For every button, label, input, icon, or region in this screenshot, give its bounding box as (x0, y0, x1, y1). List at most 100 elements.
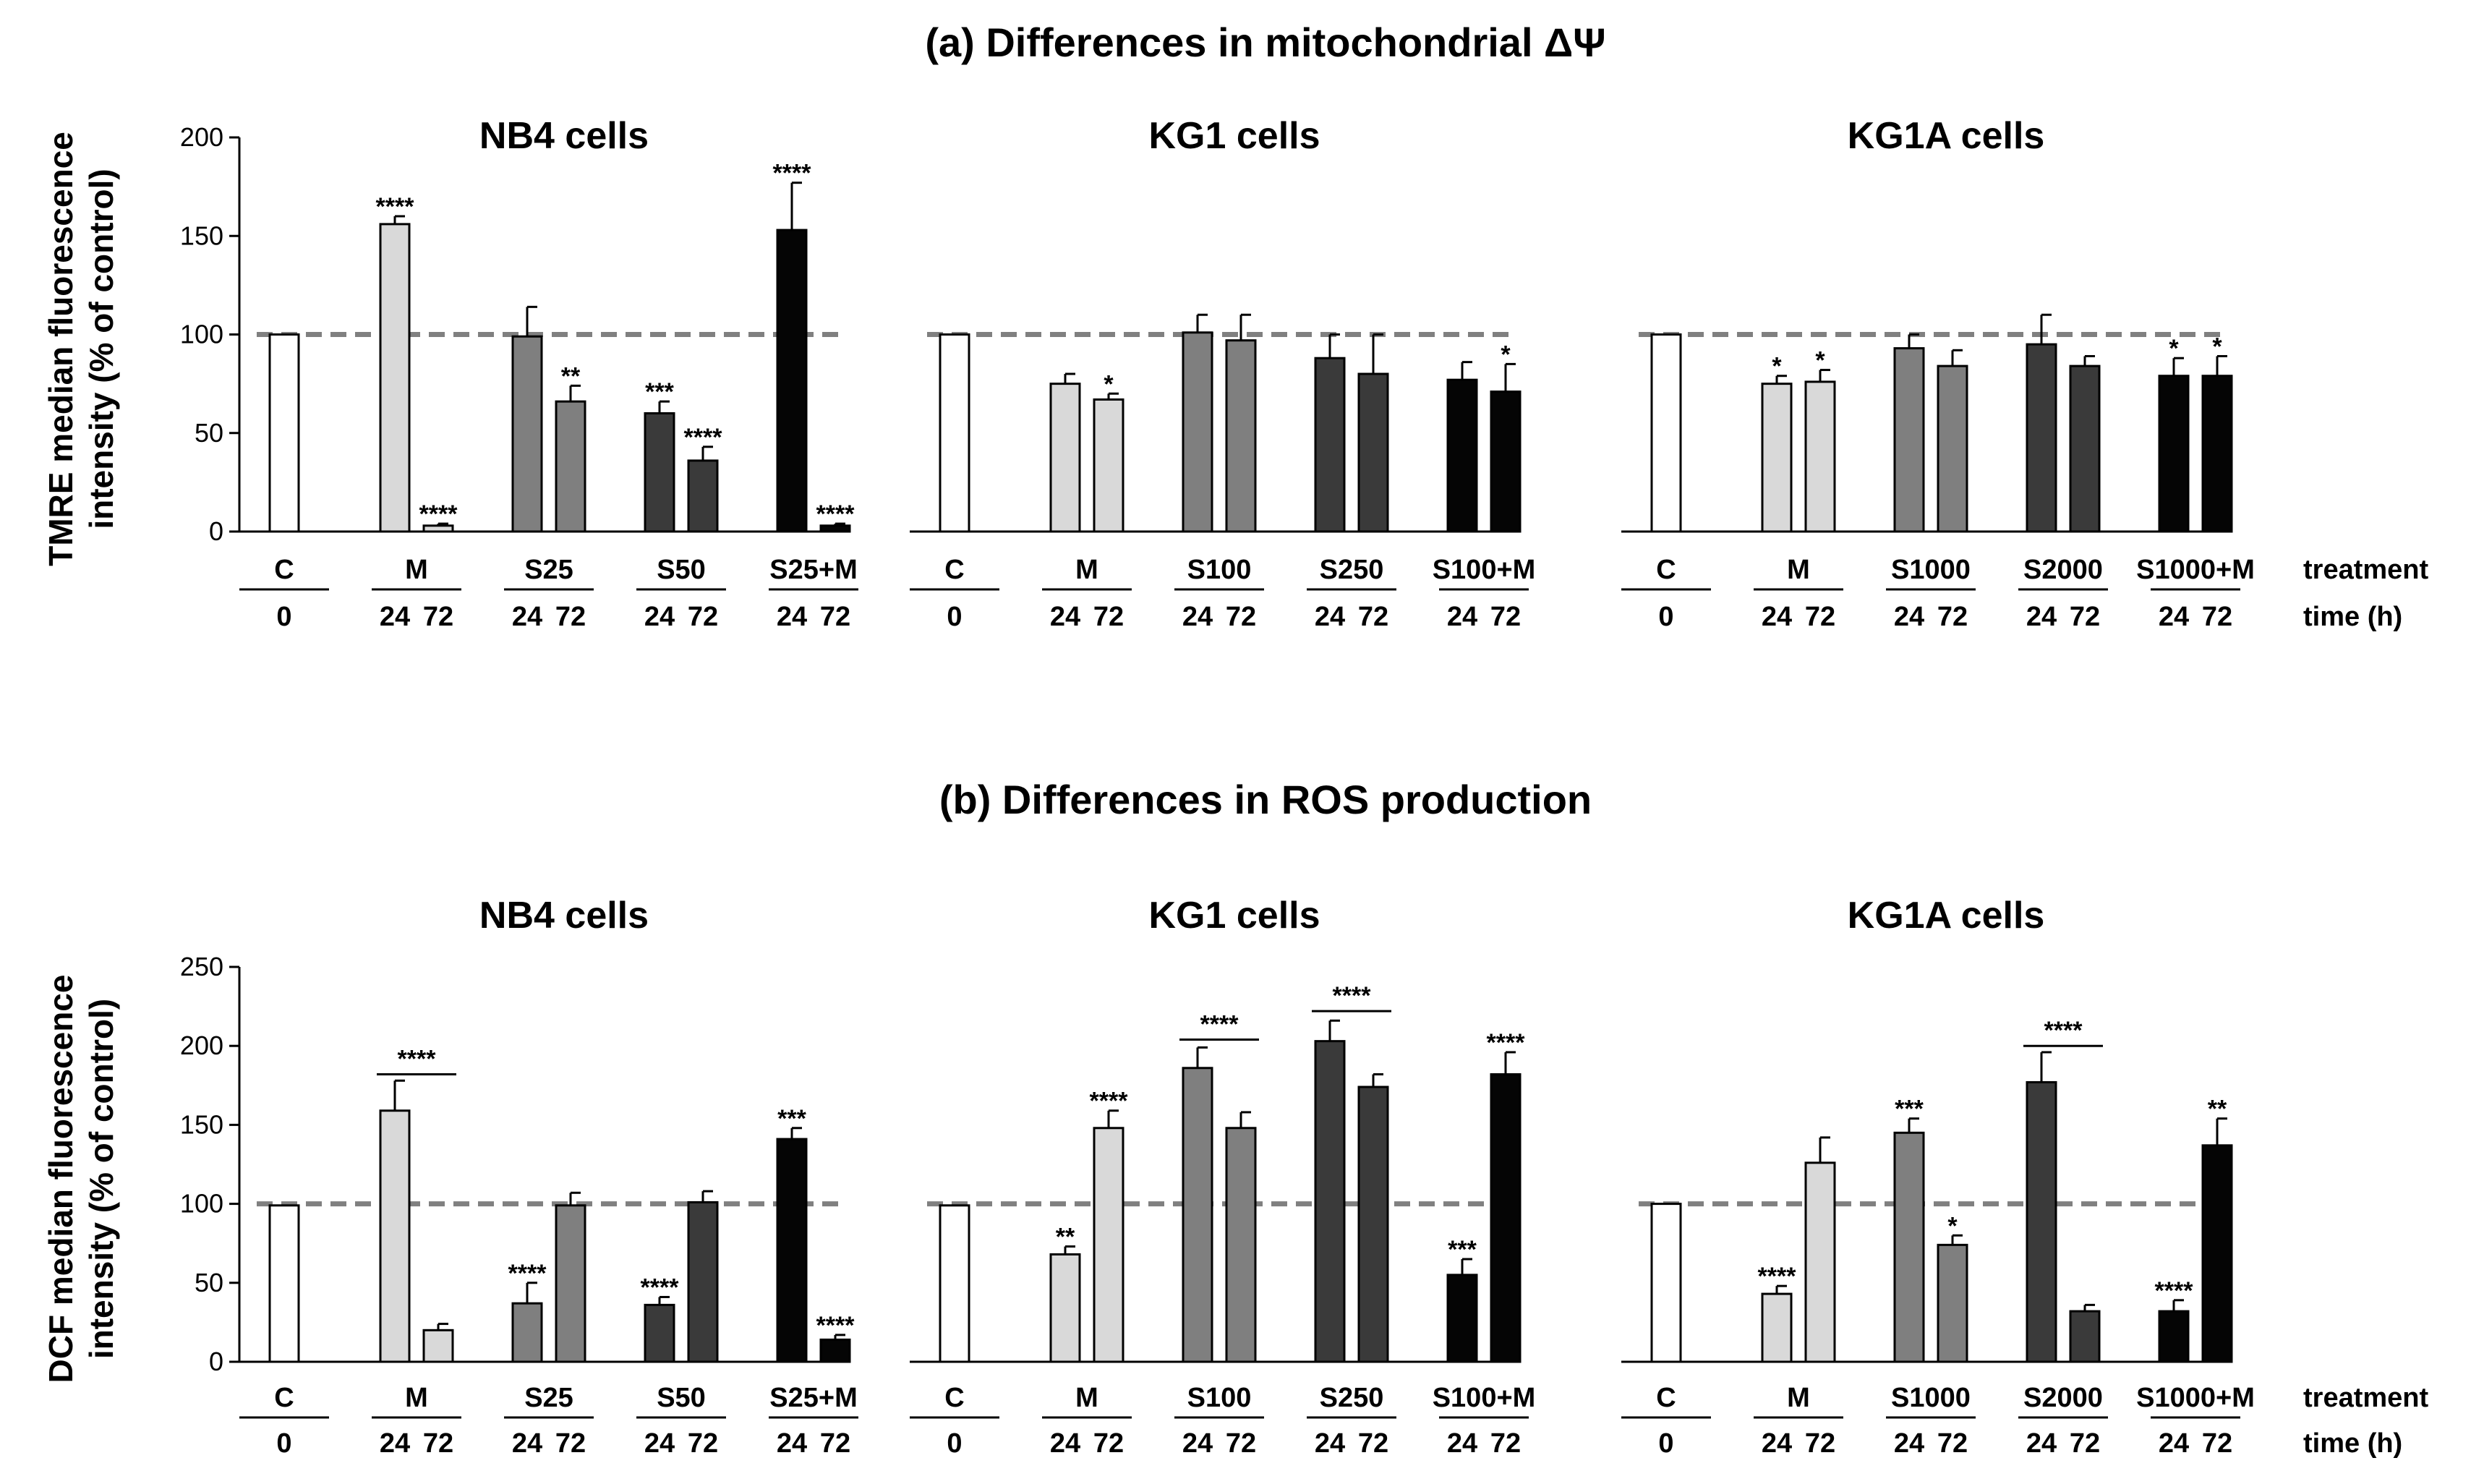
time-label: 72 (2202, 1428, 2232, 1459)
time-label: 24 (2159, 602, 2189, 632)
chart-panel: KG1 cells * * C 0 M 24 72 S100 24 72 S250 24 72 S100+M… (910, 115, 1535, 632)
significance-label: ** (1056, 1224, 1075, 1251)
time-label: 72 (555, 602, 586, 632)
treatment-label: M (1787, 555, 1810, 585)
time-label: 72 (1937, 1428, 1968, 1459)
time-label: 72 (820, 602, 850, 632)
bar (1804, 1161, 1836, 1363)
bar (2069, 364, 2101, 533)
significance-label: **** (641, 1274, 680, 1301)
y-tick-label: 0 (209, 516, 223, 546)
bar (1761, 383, 1793, 533)
y-tick-label: 100 (180, 320, 223, 349)
significance-label: *** (1895, 1096, 1924, 1123)
significance-label: **** (773, 160, 812, 187)
y-tick-label: 150 (180, 221, 223, 250)
significance-label: **** (816, 500, 855, 528)
bar (939, 333, 970, 533)
row-b-treatment-label: treatment (2303, 1383, 2428, 1413)
bar (511, 1302, 543, 1363)
treatment-label: S1000+M (2136, 555, 2255, 585)
charts-layer: NB4 cells 0 50 100 150 200 TMRE median fluores… (42, 115, 2255, 1459)
y-tick-label: 100 (180, 1189, 223, 1219)
significance-label: * (1815, 347, 1825, 375)
time-label: 72 (820, 1428, 850, 1459)
time-label: 24 (777, 1428, 807, 1459)
bar (379, 1109, 411, 1363)
bar (555, 1204, 586, 1363)
chart-panel: KG1A cells * * * * C 0 M 24 72 S1000 24 72 S2000 24 72 S… (1621, 115, 2255, 632)
treatment-label: S1000 (1891, 555, 1971, 585)
significance-label: * (2212, 333, 2222, 360)
time-label: 24 (1315, 602, 1345, 632)
row-a-time-label: time (h) (2303, 602, 2402, 632)
treatment-label: C (1656, 555, 1676, 585)
chart-panel: NB4 cells 0 50 100 150 200 250 DCF median fluor… (42, 895, 858, 1459)
row-a-treatment-label: treatment (2303, 555, 2428, 585)
bar (268, 1204, 300, 1363)
bar (687, 1201, 719, 1363)
bar (422, 1329, 454, 1363)
y-tick-label: 250 (180, 952, 223, 981)
time-label: 72 (1093, 1428, 1124, 1459)
time-label: 72 (1805, 602, 1835, 632)
significance-label: **** (1090, 1088, 1129, 1115)
treatment-label: C (274, 1383, 294, 1413)
time-label: 24 (1447, 602, 1477, 632)
y-tick-label: 200 (180, 1031, 223, 1060)
panel-title: KG1 cells (1148, 115, 1320, 157)
significance-label: **** (2044, 1017, 2083, 1044)
bar (1650, 1203, 1682, 1363)
treatment-label: S100+M (1433, 555, 1536, 585)
time-label: 24 (777, 602, 807, 632)
bar (1357, 1086, 1389, 1363)
treatment-label: M (1787, 1383, 1810, 1413)
significance-label: **** (376, 193, 415, 221)
time-label: 24 (1762, 1428, 1792, 1459)
treatment-label: S2000 (2023, 1383, 2103, 1413)
bar (1490, 391, 1522, 533)
time-label: 24 (644, 602, 675, 632)
time-label: 24 (1050, 602, 1080, 632)
significance-label: * (1947, 1212, 1958, 1240)
time-label: 24 (1762, 602, 1792, 632)
significance-label: ** (2208, 1096, 2227, 1123)
treatment-label: C (1656, 1383, 1676, 1413)
significance-label: * (1501, 341, 1511, 368)
chart-panel: NB4 cells 0 50 100 150 200 TMRE median fluores… (42, 115, 858, 632)
time-label: 24 (1894, 1428, 1924, 1459)
treatment-label: S100 (1187, 555, 1252, 585)
treatment-label: S1000+M (2136, 1383, 2255, 1413)
panel-title: NB4 cells (479, 115, 649, 157)
time-label: 24 (1182, 602, 1213, 632)
bar (1446, 378, 1478, 533)
bar (1182, 1067, 1213, 1363)
time-label: 72 (2070, 1428, 2100, 1459)
bar (555, 400, 586, 533)
significance-label: **** (398, 1046, 437, 1073)
panel-title: KG1A cells (1848, 895, 2045, 937)
time-label: 24 (380, 602, 410, 632)
panel-title: KG1A cells (1848, 115, 2045, 157)
time-label: 72 (688, 602, 718, 632)
treatment-label: S25 (524, 555, 573, 585)
y-tick-label: 50 (195, 418, 223, 448)
significance-label: **** (684, 424, 723, 451)
treatment-label: C (274, 555, 294, 585)
bar (1937, 1243, 1968, 1363)
treatment-label: S1000 (1891, 1383, 1971, 1413)
bar (687, 459, 719, 533)
treatment-label: C (944, 555, 964, 585)
significance-label: ** (561, 362, 581, 390)
significance-label: **** (1487, 1029, 1526, 1057)
significance-label: **** (1333, 982, 1372, 1010)
time-label: 24 (1894, 602, 1924, 632)
y-axis-title: TMRE median fluorescenceintensity (% of … (42, 132, 120, 566)
panel-title: NB4 cells (479, 895, 649, 937)
significance-label: **** (2155, 1277, 2194, 1305)
treatment-label: S50 (657, 1383, 706, 1413)
time-label: 72 (1226, 1428, 1256, 1459)
panel-title: KG1 cells (1148, 895, 1320, 937)
